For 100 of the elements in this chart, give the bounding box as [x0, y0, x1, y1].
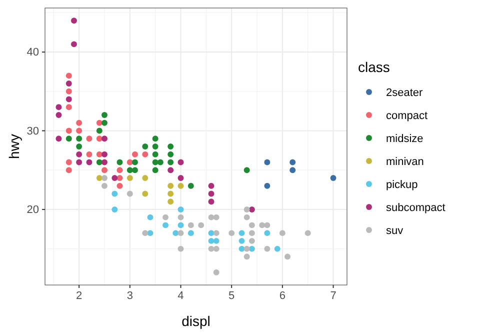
point — [244, 214, 250, 220]
point — [102, 112, 108, 118]
point — [168, 190, 174, 197]
point — [142, 151, 148, 158]
y-axis-title: hwy — [6, 134, 22, 159]
point — [168, 167, 174, 174]
point — [116, 167, 123, 174]
point — [213, 269, 220, 276]
point — [213, 238, 220, 244]
point — [248, 230, 255, 236]
point — [248, 246, 255, 252]
point — [264, 182, 270, 189]
point — [142, 144, 148, 150]
point — [264, 246, 270, 252]
point — [66, 72, 72, 79]
point — [66, 128, 72, 134]
point — [178, 222, 184, 228]
point — [147, 214, 154, 220]
point — [178, 230, 184, 236]
point — [76, 144, 82, 150]
point — [198, 222, 204, 228]
point — [152, 151, 158, 158]
point — [208, 214, 214, 220]
point — [264, 159, 270, 166]
point — [178, 246, 184, 252]
point — [86, 151, 92, 158]
point — [86, 159, 92, 166]
point — [178, 159, 184, 166]
point — [244, 206, 250, 212]
x-tick-label: 6 — [279, 290, 286, 302]
legend-label: midsize — [386, 133, 424, 145]
point — [76, 128, 82, 134]
point — [56, 104, 62, 110]
point — [168, 182, 174, 189]
point — [248, 206, 255, 212]
point — [66, 136, 72, 142]
point — [188, 182, 194, 189]
point — [126, 175, 133, 181]
point — [188, 222, 194, 228]
point — [102, 175, 108, 181]
point — [248, 238, 255, 244]
point — [264, 230, 270, 236]
point — [102, 159, 108, 166]
point — [290, 159, 296, 166]
point — [290, 167, 296, 174]
point — [70, 41, 77, 48]
point — [264, 222, 270, 228]
point — [178, 175, 184, 181]
point — [142, 190, 148, 197]
point — [168, 198, 174, 205]
point — [168, 151, 174, 158]
point — [112, 175, 118, 181]
point — [244, 167, 250, 174]
point — [96, 175, 102, 181]
point — [208, 190, 214, 197]
legend-label: pickup — [386, 179, 418, 191]
point — [152, 136, 158, 142]
point — [208, 198, 214, 205]
point — [116, 182, 123, 189]
point — [208, 238, 214, 244]
x-tick-label: 4 — [178, 290, 184, 302]
point — [172, 230, 179, 236]
point — [178, 182, 184, 189]
point — [102, 151, 108, 158]
point — [188, 230, 194, 236]
point — [238, 230, 245, 236]
point — [228, 230, 235, 236]
y-tick-label: 20 — [26, 204, 39, 216]
point — [168, 144, 174, 150]
point — [208, 246, 214, 252]
point — [147, 230, 154, 236]
point — [238, 246, 245, 252]
point — [284, 254, 290, 260]
point — [213, 214, 220, 220]
point — [96, 120, 102, 126]
point — [112, 206, 118, 212]
point — [102, 182, 108, 189]
point — [244, 246, 250, 252]
point — [96, 136, 102, 142]
legend-title: class — [358, 59, 390, 75]
point — [142, 175, 148, 181]
point — [178, 214, 184, 220]
point — [66, 167, 72, 174]
point — [66, 159, 72, 166]
legend-label: 2seater — [386, 87, 424, 99]
point — [66, 104, 72, 110]
legend-label: subcompact — [386, 202, 446, 214]
point — [238, 238, 245, 244]
point — [76, 136, 82, 142]
point — [76, 159, 82, 166]
point — [126, 190, 133, 197]
point — [112, 190, 118, 197]
point — [66, 96, 72, 102]
point — [213, 230, 220, 236]
y-tick-label: 40 — [26, 46, 39, 59]
x-axis-title: displ — [182, 313, 210, 329]
point — [152, 167, 158, 174]
point — [132, 159, 138, 166]
y-tick-label: 30 — [26, 125, 39, 138]
point — [132, 167, 138, 174]
